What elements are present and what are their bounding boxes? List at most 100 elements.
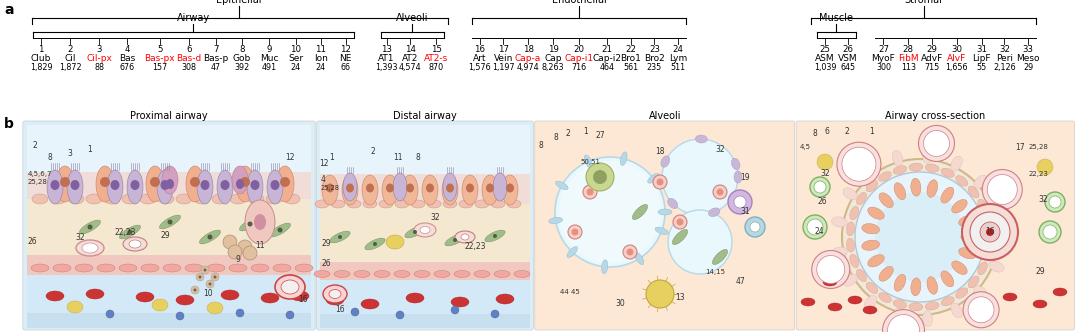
Ellipse shape	[426, 184, 434, 193]
Text: 300: 300	[876, 63, 891, 72]
Text: 25,28: 25,28	[1028, 144, 1048, 150]
Text: MyoF: MyoF	[872, 54, 895, 63]
Ellipse shape	[673, 229, 688, 245]
Ellipse shape	[894, 274, 906, 291]
Text: 13: 13	[381, 45, 392, 54]
Text: 29: 29	[1036, 268, 1044, 277]
Ellipse shape	[956, 288, 968, 298]
Ellipse shape	[555, 181, 568, 190]
Text: 32: 32	[430, 213, 440, 222]
Ellipse shape	[230, 194, 246, 204]
Ellipse shape	[237, 179, 244, 189]
Circle shape	[1049, 196, 1061, 208]
Text: 491: 491	[261, 63, 276, 72]
Ellipse shape	[989, 261, 1004, 272]
Ellipse shape	[461, 234, 469, 240]
Ellipse shape	[329, 290, 341, 298]
Text: AlvF: AlvF	[947, 54, 967, 63]
Text: 2: 2	[67, 45, 73, 54]
Ellipse shape	[152, 299, 168, 311]
Text: 870: 870	[429, 63, 444, 72]
Ellipse shape	[276, 166, 294, 202]
Ellipse shape	[926, 164, 940, 172]
Ellipse shape	[238, 240, 252, 254]
Ellipse shape	[330, 200, 345, 208]
Text: Cap-i2: Cap-i2	[593, 54, 621, 63]
Ellipse shape	[866, 181, 878, 192]
Ellipse shape	[926, 302, 940, 310]
FancyBboxPatch shape	[23, 121, 315, 330]
Ellipse shape	[217, 170, 233, 204]
Text: 22,23: 22,23	[464, 242, 486, 252]
Ellipse shape	[32, 194, 48, 204]
Ellipse shape	[229, 264, 247, 272]
Ellipse shape	[86, 194, 102, 204]
Text: 6: 6	[186, 45, 192, 54]
Ellipse shape	[166, 179, 174, 189]
Ellipse shape	[176, 295, 194, 305]
Ellipse shape	[228, 245, 242, 259]
Circle shape	[167, 219, 173, 224]
Text: Distal airway: Distal airway	[393, 111, 457, 121]
Text: 6: 6	[824, 127, 829, 136]
Ellipse shape	[977, 199, 987, 212]
Ellipse shape	[847, 238, 854, 252]
Ellipse shape	[406, 184, 414, 193]
Ellipse shape	[496, 294, 514, 304]
Ellipse shape	[394, 271, 410, 278]
Ellipse shape	[122, 194, 138, 204]
Ellipse shape	[50, 194, 66, 204]
Text: 1: 1	[583, 127, 589, 136]
Ellipse shape	[434, 271, 450, 278]
Ellipse shape	[295, 264, 313, 272]
Ellipse shape	[910, 278, 921, 296]
Circle shape	[673, 215, 687, 229]
Text: 676: 676	[120, 63, 135, 72]
Text: 23: 23	[649, 45, 660, 54]
Ellipse shape	[455, 231, 475, 243]
Ellipse shape	[843, 188, 858, 200]
Text: 715: 715	[924, 63, 940, 72]
Circle shape	[875, 192, 966, 282]
Text: 14,15: 14,15	[705, 269, 725, 275]
Circle shape	[203, 269, 206, 272]
Ellipse shape	[486, 184, 494, 193]
Text: 30: 30	[951, 45, 962, 54]
Ellipse shape	[474, 271, 490, 278]
Ellipse shape	[248, 194, 264, 204]
Ellipse shape	[97, 264, 114, 272]
Text: 2,126: 2,126	[994, 63, 1015, 72]
Circle shape	[1039, 221, 1061, 243]
Circle shape	[1043, 225, 1057, 239]
Ellipse shape	[361, 299, 379, 309]
Text: 17: 17	[1015, 142, 1025, 151]
Ellipse shape	[832, 247, 848, 257]
Text: Bro1: Bro1	[620, 54, 642, 63]
Text: Cil: Cil	[65, 54, 76, 63]
Ellipse shape	[411, 200, 426, 208]
Circle shape	[1045, 192, 1065, 212]
Ellipse shape	[961, 232, 978, 242]
Text: 50,51: 50,51	[580, 159, 600, 165]
Text: 25: 25	[820, 45, 831, 54]
Ellipse shape	[200, 230, 220, 244]
Ellipse shape	[104, 194, 120, 204]
Bar	[320, 280, 530, 328]
Text: 1,829: 1,829	[30, 63, 52, 72]
Circle shape	[986, 228, 994, 236]
Circle shape	[626, 248, 634, 256]
Circle shape	[888, 314, 919, 332]
Ellipse shape	[141, 264, 159, 272]
Ellipse shape	[941, 168, 955, 177]
Ellipse shape	[828, 303, 842, 311]
Text: Cil-px: Cil-px	[86, 54, 112, 63]
Circle shape	[713, 185, 727, 199]
Text: AT2-s: AT2-s	[424, 54, 448, 63]
Text: Ion: Ion	[314, 54, 327, 63]
Ellipse shape	[402, 175, 418, 205]
Ellipse shape	[856, 192, 866, 205]
Ellipse shape	[892, 150, 903, 166]
Ellipse shape	[261, 293, 279, 303]
Text: 1: 1	[869, 127, 875, 136]
Ellipse shape	[80, 220, 100, 234]
